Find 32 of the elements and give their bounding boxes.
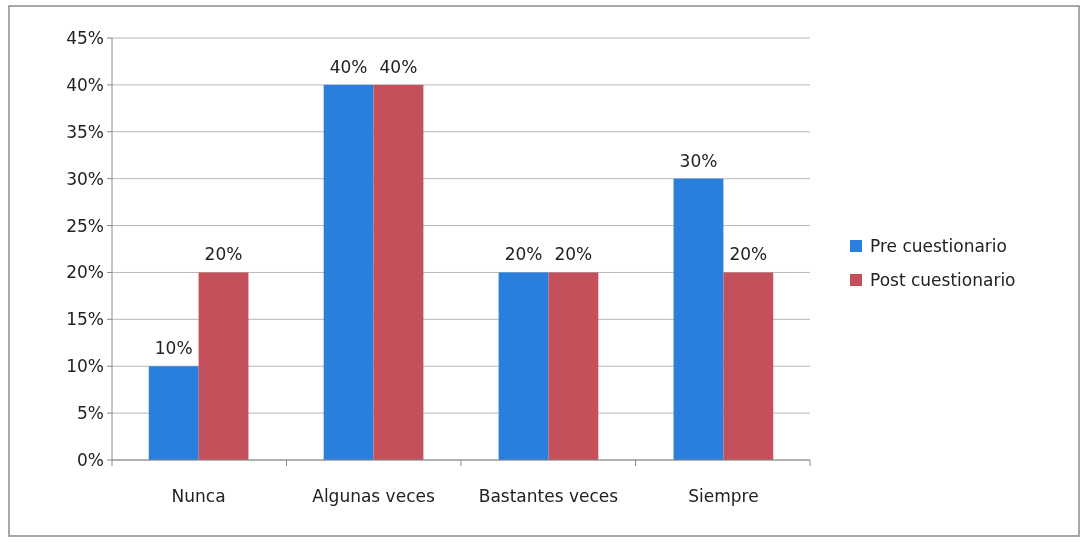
x-tick-label: Algunas veces: [312, 486, 435, 506]
x-tick-label: Nunca: [171, 486, 226, 506]
y-tick-label: 20%: [66, 262, 104, 283]
data-label: 20%: [554, 244, 593, 265]
legend-label: Post cuestionario: [870, 269, 1016, 290]
bar: [373, 84, 424, 460]
bar: [498, 272, 549, 460]
data-label: 40%: [329, 56, 368, 77]
y-tick-label: 10%: [66, 356, 104, 377]
data-label: 20%: [729, 244, 768, 265]
legend-label: Pre cuestionario: [870, 235, 1007, 256]
y-tick-label: 5%: [77, 403, 104, 424]
bar: [723, 272, 774, 460]
y-tick-label: 40%: [66, 74, 104, 95]
y-tick-label: 30%: [66, 168, 104, 189]
bar: [148, 366, 199, 460]
y-tick-label: 45%: [66, 27, 104, 48]
data-label: 20%: [204, 244, 243, 265]
x-tick-label: Siempre: [688, 486, 759, 506]
bar: [673, 178, 724, 460]
data-label: 30%: [679, 150, 718, 171]
data-label: 10%: [154, 338, 193, 359]
bar: [323, 84, 374, 460]
y-tick-label: 35%: [66, 121, 104, 142]
data-label: 40%: [379, 56, 418, 77]
bar: [548, 272, 599, 460]
y-tick-label: 15%: [66, 309, 104, 330]
data-label: 20%: [504, 244, 543, 265]
bar: [198, 272, 249, 460]
x-tick-label: Bastantes veces: [478, 486, 619, 506]
y-tick-label: 0%: [77, 449, 104, 470]
y-tick-label: 25%: [66, 215, 104, 236]
